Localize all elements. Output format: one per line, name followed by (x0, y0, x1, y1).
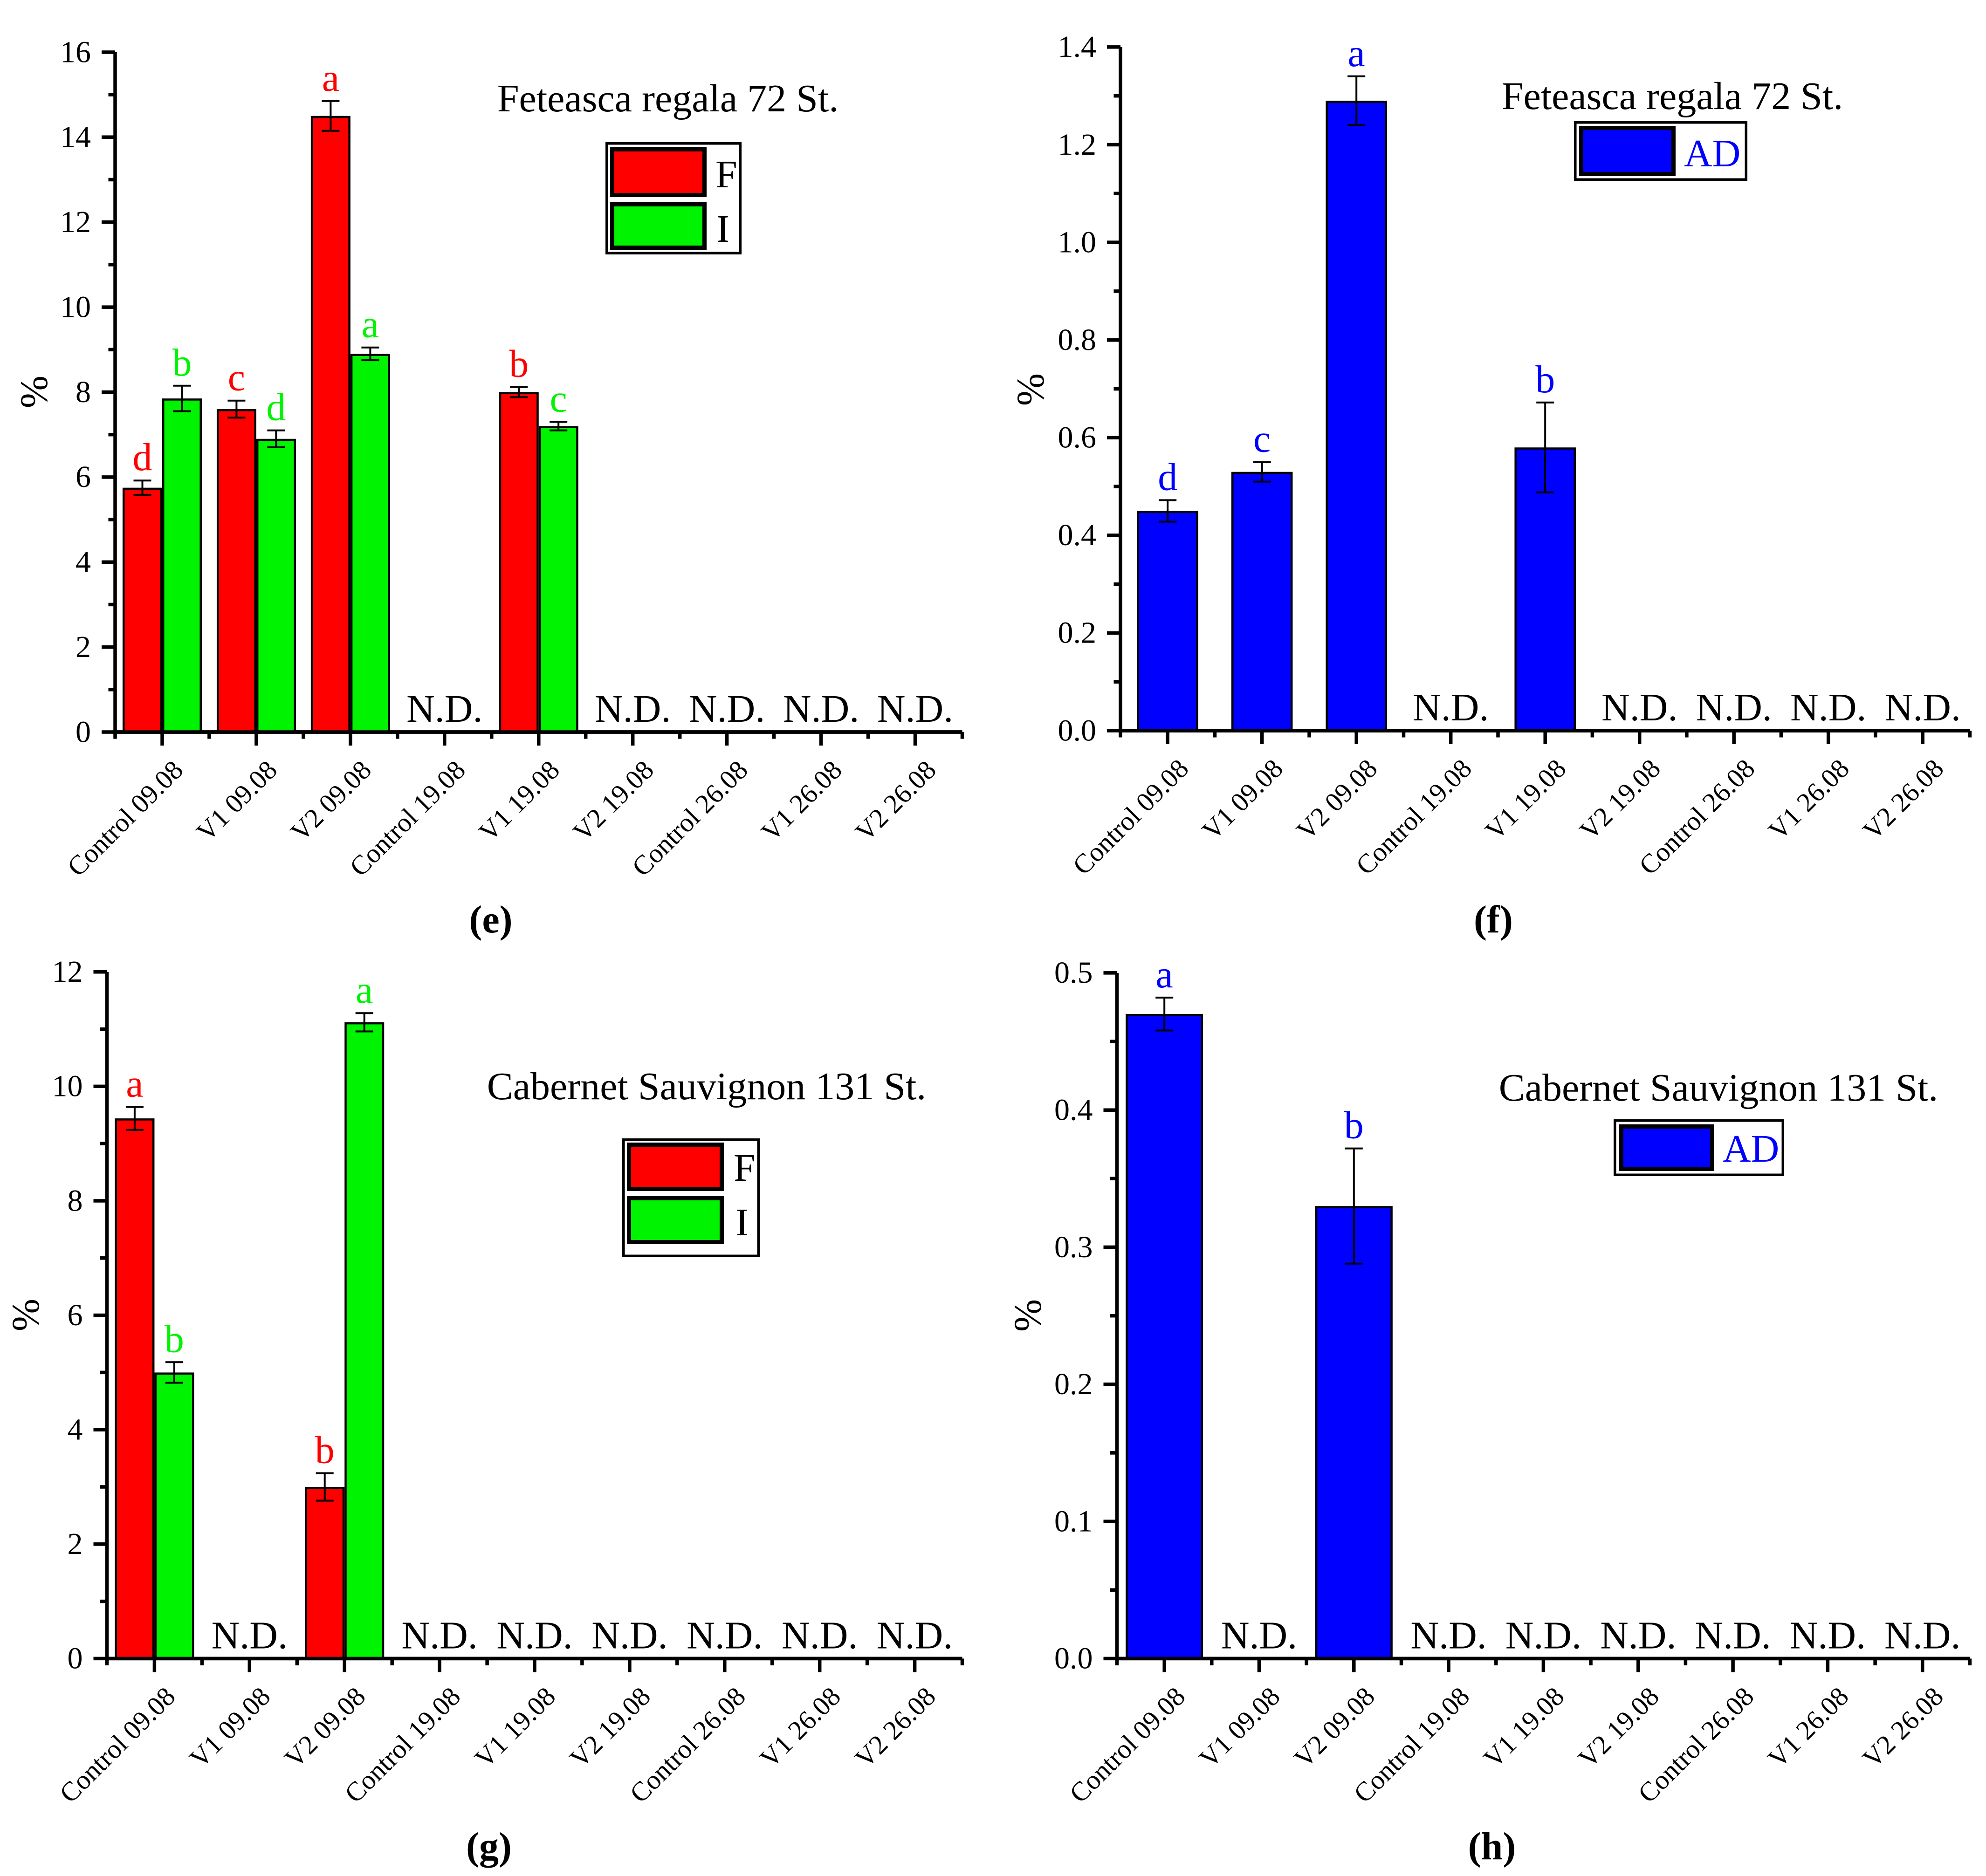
svg-text:0.4: 0.4 (1054, 1093, 1093, 1127)
svg-text:c: c (550, 377, 567, 420)
svg-text:N.D.: N.D. (783, 687, 859, 731)
svg-text:2: 2 (76, 630, 91, 664)
svg-text:Feteasca regala 72 St.: Feteasca regala 72 St. (497, 77, 838, 120)
svg-text:%: % (4, 1299, 48, 1331)
svg-text:1.4: 1.4 (1058, 30, 1097, 64)
svg-text:(h): (h) (1468, 1825, 1516, 1868)
svg-text:c: c (228, 356, 245, 399)
svg-text:N.D.: N.D. (1695, 1614, 1771, 1657)
svg-text:N.D.: N.D. (1600, 1614, 1676, 1657)
svg-text:N.D.: N.D. (1601, 686, 1677, 729)
svg-text:Feteasca regala 72 St.: Feteasca regala 72 St. (1502, 75, 1843, 118)
svg-text:N.D.: N.D. (591, 1614, 667, 1657)
svg-text:%: % (1009, 373, 1052, 406)
svg-text:I: I (716, 207, 729, 251)
svg-text:N.D.: N.D. (212, 1614, 288, 1657)
svg-text:0.6: 0.6 (1058, 421, 1097, 455)
svg-text:AD: AD (1684, 132, 1740, 175)
svg-text:0.2: 0.2 (1054, 1367, 1093, 1401)
svg-text:N.D.: N.D. (496, 1614, 572, 1657)
svg-text:a: a (362, 303, 379, 346)
svg-text:N.D.: N.D. (1410, 1614, 1486, 1657)
svg-text:1.0: 1.0 (1058, 225, 1097, 259)
svg-text:a: a (1156, 953, 1173, 996)
svg-text:b: b (1535, 358, 1555, 401)
svg-text:N.D.: N.D. (1885, 686, 1961, 729)
svg-text:N.D.: N.D. (1790, 1614, 1866, 1657)
svg-text:b: b (172, 341, 192, 384)
svg-text:(g): (g) (466, 1825, 512, 1868)
svg-text:12: 12 (52, 955, 83, 989)
svg-text:0.0: 0.0 (1058, 713, 1097, 747)
svg-text:a: a (356, 968, 373, 1012)
svg-text:0.8: 0.8 (1058, 323, 1097, 357)
svg-text:d: d (266, 386, 286, 429)
svg-text:2: 2 (68, 1527, 83, 1561)
svg-text:N.D.: N.D. (1790, 686, 1866, 729)
svg-text:0.5: 0.5 (1054, 956, 1093, 990)
svg-text:d: d (133, 436, 152, 479)
svg-text:N.D.: N.D. (401, 1614, 477, 1657)
svg-text:0.3: 0.3 (1054, 1230, 1093, 1264)
svg-text:AD: AD (1723, 1127, 1779, 1171)
svg-text:12: 12 (60, 205, 91, 239)
svg-text:F: F (715, 153, 737, 196)
svg-text:Cabernet Sauvignon 131 St.: Cabernet Sauvignon 131 St. (1499, 1066, 1938, 1109)
svg-text:N.D.: N.D. (406, 687, 482, 731)
svg-text:6: 6 (68, 1298, 83, 1332)
svg-text:N.D.: N.D. (1884, 1614, 1960, 1657)
svg-text:N.D.: N.D. (877, 687, 953, 731)
svg-text:F: F (734, 1146, 756, 1190)
svg-text:8: 8 (68, 1184, 83, 1218)
svg-text:N.D.: N.D. (687, 1614, 763, 1657)
svg-text:1.2: 1.2 (1058, 128, 1097, 162)
svg-text:16: 16 (60, 35, 91, 69)
svg-text:c: c (1253, 418, 1271, 461)
svg-text:N.D.: N.D. (1413, 686, 1489, 729)
svg-text:(e): (e) (469, 898, 512, 941)
svg-text:0.4: 0.4 (1058, 518, 1097, 552)
svg-text:4: 4 (68, 1413, 83, 1447)
svg-text:%: % (1006, 1299, 1050, 1332)
svg-text:6: 6 (76, 460, 91, 494)
svg-text:b: b (509, 342, 529, 386)
svg-text:Cabernet Sauvignon 131 St.: Cabernet Sauvignon 131 St. (487, 1065, 927, 1108)
svg-text:N.D.: N.D. (1696, 686, 1772, 729)
svg-text:N.D.: N.D. (782, 1614, 858, 1657)
svg-text:d: d (1158, 455, 1177, 499)
svg-text:14: 14 (60, 120, 91, 154)
svg-text:0.2: 0.2 (1058, 616, 1097, 650)
svg-text:b: b (165, 1317, 184, 1361)
svg-text:a: a (322, 56, 339, 100)
svg-text:4: 4 (76, 545, 91, 579)
svg-text:b: b (315, 1429, 335, 1472)
svg-text:8: 8 (76, 375, 91, 409)
svg-text:I: I (735, 1201, 749, 1244)
svg-text:N.D.: N.D. (595, 687, 671, 731)
svg-text:N.D.: N.D. (877, 1614, 953, 1657)
svg-text:10: 10 (60, 290, 91, 324)
svg-text:N.D.: N.D. (1505, 1614, 1581, 1657)
svg-text:N.D.: N.D. (1221, 1614, 1297, 1657)
svg-text:0: 0 (76, 715, 91, 749)
svg-text:a: a (126, 1062, 143, 1106)
svg-text:%: % (13, 376, 56, 408)
svg-text:(f): (f) (1474, 898, 1513, 941)
svg-text:0: 0 (68, 1642, 83, 1676)
svg-text:0.1: 0.1 (1054, 1504, 1093, 1538)
svg-text:b: b (1344, 1104, 1364, 1147)
svg-text:N.D.: N.D. (689, 687, 765, 731)
svg-text:0.0: 0.0 (1054, 1642, 1093, 1676)
svg-text:10: 10 (52, 1069, 83, 1103)
svg-text:a: a (1348, 32, 1365, 75)
